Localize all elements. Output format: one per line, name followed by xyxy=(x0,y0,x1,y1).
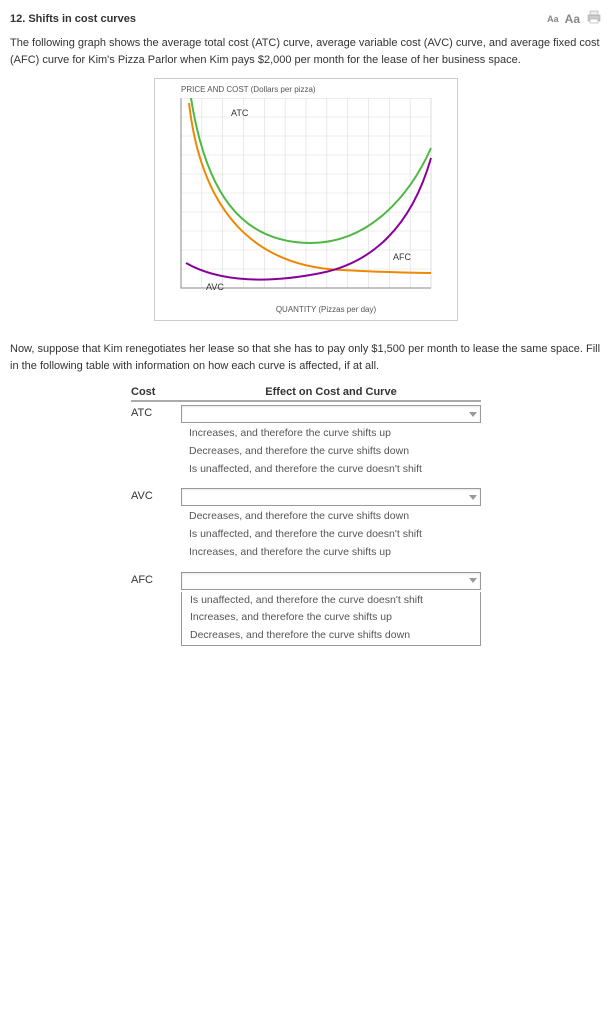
table-body: ATC Increases, and therefore the curve sh… xyxy=(131,405,481,646)
dropdown-options: Increases, and therefore the curve shift… xyxy=(181,425,481,478)
page-title: 12. Shifts in cost curves xyxy=(10,13,136,25)
dropdown-option[interactable]: Increases, and therefore the curve shift… xyxy=(188,609,480,627)
dropdown-options: Decreases, and therefore the curve shift… xyxy=(181,508,481,561)
dropdown-option[interactable]: Is unaffected, and therefore the curve d… xyxy=(187,526,481,544)
intro-text: The following graph shows the average to… xyxy=(10,35,602,68)
cost-curves-chart: PRICE AND COST (Dollars per pizza) AFC AT… xyxy=(154,78,458,321)
effect-table: Cost Effect on Cost and Curve ATC Increas… xyxy=(131,386,481,656)
table-header: Cost Effect on Cost and Curve xyxy=(131,386,481,402)
effect-table-container: Cost Effect on Cost and Curve ATC Increas… xyxy=(10,386,602,656)
effect-dropdown[interactable] xyxy=(181,572,481,590)
svg-text:ATC: ATC xyxy=(231,108,249,118)
table-row: AFC xyxy=(131,572,481,590)
font-size-large-button[interactable]: Aa xyxy=(565,12,580,26)
cost-label: ATC xyxy=(131,405,181,419)
effect-dropdown[interactable] xyxy=(181,488,481,506)
cost-label: AFC xyxy=(131,572,181,586)
chart-svg: AFC ATC AVC xyxy=(161,98,441,298)
dropdown-option[interactable]: Is unaffected, and therefore the curve d… xyxy=(187,461,481,479)
chevron-down-icon xyxy=(469,578,477,583)
print-icon[interactable] xyxy=(586,10,602,27)
chart-x-axis-label: QUANTITY (Pizzas per day) xyxy=(201,305,451,314)
dropdown-option[interactable]: Increases, and therefore the curve shift… xyxy=(187,544,481,562)
svg-text:AFC: AFC xyxy=(393,252,412,262)
table-row: AVC xyxy=(131,488,481,506)
dropdown-option[interactable]: Decreases, and therefore the curve shift… xyxy=(188,627,480,645)
dropdown-options: Is unaffected, and therefore the curve d… xyxy=(181,592,481,646)
chart-y-axis-label: PRICE AND COST (Dollars per pizza) xyxy=(181,85,451,94)
dropdown-option[interactable]: Decreases, and therefore the curve shift… xyxy=(187,443,481,461)
dropdown-option[interactable]: Decreases, and therefore the curve shift… xyxy=(187,508,481,526)
cost-label: AVC xyxy=(131,488,181,502)
column-header-cost: Cost xyxy=(131,386,181,398)
font-size-small-button[interactable]: Aa xyxy=(547,14,559,24)
dropdown-option[interactable]: Increases, and therefore the curve shift… xyxy=(187,425,481,443)
chevron-down-icon xyxy=(469,412,477,417)
dropdown-option[interactable]: Is unaffected, and therefore the curve d… xyxy=(188,592,480,610)
svg-text:AVC: AVC xyxy=(206,282,224,292)
column-header-effect: Effect on Cost and Curve xyxy=(181,386,481,398)
table-row: ATC xyxy=(131,405,481,423)
header-controls: Aa Aa xyxy=(547,10,602,27)
chevron-down-icon xyxy=(469,495,477,500)
header-bar: 12. Shifts in cost curves Aa Aa xyxy=(10,10,602,27)
body-text: Now, suppose that Kim renegotiates her l… xyxy=(10,341,602,374)
effect-dropdown[interactable] xyxy=(181,405,481,423)
chart-container: PRICE AND COST (Dollars per pizza) AFC AT… xyxy=(10,78,602,321)
